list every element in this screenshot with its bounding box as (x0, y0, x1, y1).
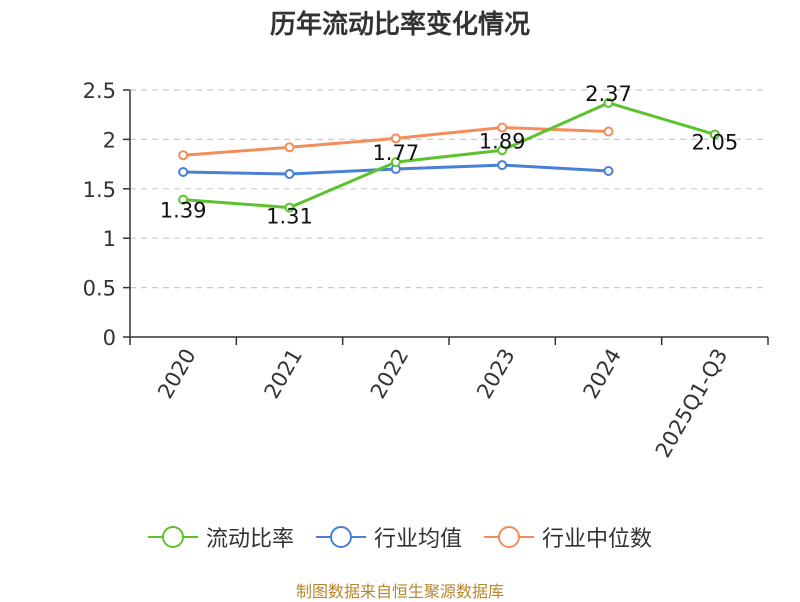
data-point (178, 167, 189, 178)
data-point (497, 160, 508, 171)
y-tick-label: 0 (103, 326, 116, 350)
x-tick-label: 2024 (579, 345, 627, 403)
x-tick-label: 2025Q1-Q3 (651, 345, 733, 462)
x-tick-label: 2023 (472, 344, 520, 402)
data-point (178, 150, 189, 161)
data-point (709, 129, 720, 140)
data-source-note: 制图数据来自恒生聚源数据库 (295, 582, 504, 601)
data-label: 2.37 (585, 82, 632, 106)
legend-marker-industry-median (484, 525, 534, 549)
legend-item-industry-mean[interactable]: 行业均值 (315, 521, 462, 553)
legend-marker-industry-mean (315, 525, 366, 549)
data-label: 1.89 (479, 129, 526, 153)
data-label: 2.05 (691, 130, 738, 154)
x-tick-label: 2021 (260, 345, 308, 403)
x-tick-label: 2020 (153, 345, 201, 403)
data-point (603, 166, 614, 177)
legend-marker-current-ratio (147, 525, 198, 549)
series-line-0 (183, 101, 716, 210)
data-point (390, 133, 401, 144)
y-tick-label: 0.5 (83, 277, 116, 301)
chart-legend: 流动比率 行业均值 行业中位数 (0, 521, 800, 553)
data-point (284, 168, 295, 179)
y-tick-label: 1 (103, 227, 116, 251)
x-tick-label: 2022 (366, 345, 414, 403)
data-point (497, 122, 508, 133)
data-point (178, 194, 189, 205)
data-label: 1.31 (266, 205, 313, 229)
y-tick-label: 1.5 (83, 178, 116, 202)
data-point (390, 157, 401, 168)
legend-label-industry-mean: 行业均值 (373, 527, 462, 552)
legend-item-current-ratio[interactable]: 流动比率 (147, 521, 294, 553)
y-tick-label: 2.5 (83, 79, 116, 103)
data-point (284, 202, 295, 213)
legend-label-industry-median: 行业中位数 (542, 527, 653, 552)
data-label: 1.39 (160, 199, 207, 223)
data-label: 1.77 (372, 141, 419, 165)
data-point (284, 142, 295, 153)
legend-item-industry-median[interactable]: 行业中位数 (484, 521, 652, 553)
data-point (497, 145, 508, 156)
chart-title: 历年流动比率变化情况 (269, 10, 530, 40)
legend-label-current-ratio: 流动比率 (205, 527, 294, 552)
y-tick-label: 2 (103, 128, 116, 152)
data-point (603, 126, 614, 137)
data-point (603, 97, 614, 108)
